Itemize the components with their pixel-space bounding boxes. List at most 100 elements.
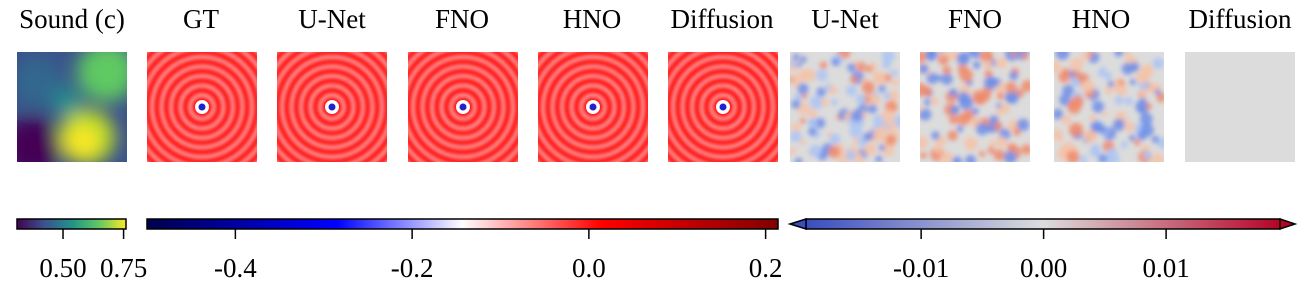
panel-title: Diffusion — [670, 4, 774, 34]
blob — [1133, 139, 1141, 146]
blob — [855, 94, 867, 105]
ring — [699, 83, 747, 131]
panel-image — [1054, 52, 1164, 162]
panel-title: FNO — [948, 4, 1002, 34]
blob — [1151, 152, 1164, 162]
blob — [1055, 134, 1064, 142]
ring — [671, 55, 775, 159]
blob — [872, 128, 887, 143]
noise — [920, 52, 1030, 162]
blob — [1055, 52, 1070, 60]
panel-title: FNO — [435, 4, 489, 34]
blob — [1114, 52, 1124, 57]
panel-image — [408, 52, 518, 162]
blob — [790, 59, 799, 68]
blob — [881, 52, 895, 63]
panel-title: U-Net — [811, 4, 879, 34]
blob — [1079, 155, 1088, 162]
tick-label: 0.0 — [572, 253, 606, 283]
blob — [814, 117, 826, 129]
colorbar — [146, 218, 779, 230]
blob — [1092, 100, 1105, 113]
blob — [933, 146, 942, 154]
ring — [308, 83, 356, 131]
blob — [993, 121, 1003, 131]
blob — [951, 156, 963, 162]
blob — [942, 65, 952, 75]
extend-low — [787, 217, 807, 231]
blob — [1021, 144, 1030, 155]
panel-title: Sound (c) — [19, 4, 125, 34]
blob — [1080, 52, 1091, 61]
blob — [1062, 84, 1074, 97]
source — [328, 103, 336, 111]
blob — [1103, 71, 1112, 80]
ring — [449, 93, 477, 121]
blob — [1104, 86, 1114, 95]
blob — [989, 140, 996, 147]
panel-image — [147, 52, 257, 162]
blob — [881, 123, 889, 131]
blob — [1135, 71, 1146, 82]
ring — [680, 64, 766, 150]
blob — [996, 92, 1005, 100]
rings — [277, 52, 387, 162]
blob — [891, 78, 900, 87]
blob — [867, 93, 881, 107]
blob — [1124, 96, 1134, 106]
blob — [1128, 134, 1136, 142]
blob — [987, 146, 995, 155]
blob — [868, 104, 878, 114]
blob — [1139, 104, 1148, 113]
blob — [1142, 150, 1153, 160]
blob — [1013, 128, 1021, 136]
ring — [280, 55, 384, 159]
blob — [1003, 150, 1017, 162]
blob — [939, 150, 953, 162]
blob — [820, 98, 830, 107]
blob — [17, 57, 62, 107]
blob — [1118, 79, 1125, 86]
blob — [1152, 57, 1164, 70]
ring — [150, 55, 254, 159]
blob — [1129, 78, 1137, 86]
ring — [430, 74, 496, 140]
blob — [809, 144, 822, 158]
blob — [849, 125, 863, 139]
blob — [967, 52, 975, 56]
blob — [1005, 81, 1017, 94]
blob — [1123, 121, 1135, 133]
blob — [1083, 130, 1097, 144]
blob — [815, 69, 828, 82]
blob — [819, 61, 828, 70]
tick-label: 0.2 — [749, 253, 783, 283]
blob — [926, 72, 938, 85]
blob — [883, 91, 891, 100]
blob — [828, 85, 838, 95]
rings — [408, 52, 518, 162]
blob — [865, 65, 873, 73]
ring — [690, 74, 756, 140]
blob — [845, 149, 856, 161]
panel-image — [277, 52, 387, 162]
blob — [794, 93, 803, 102]
rings — [538, 52, 648, 162]
blob — [983, 59, 994, 70]
colorbar — [16, 218, 127, 230]
ring — [299, 74, 365, 140]
blob — [920, 136, 929, 150]
blob — [799, 117, 806, 124]
blob — [1069, 57, 1084, 72]
blob — [930, 97, 940, 106]
ring — [159, 64, 245, 150]
ring — [709, 93, 737, 121]
blob — [995, 57, 1008, 69]
blob — [1071, 95, 1084, 108]
blob — [1097, 69, 1105, 77]
blob — [798, 138, 806, 146]
blob — [956, 52, 970, 66]
blob — [920, 152, 927, 159]
blob — [1061, 114, 1072, 126]
blob — [1140, 123, 1154, 137]
blob — [1073, 70, 1081, 79]
